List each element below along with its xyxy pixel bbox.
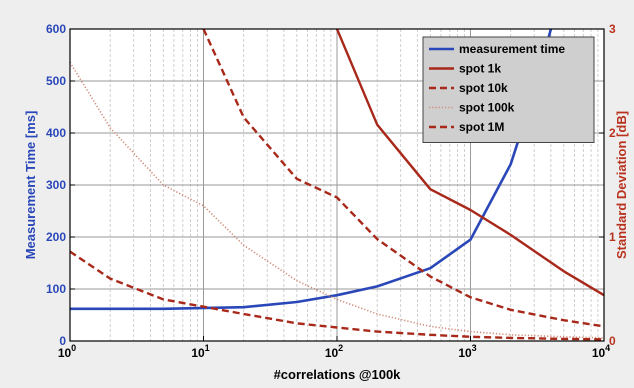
y-left-tick-label: 300 — [46, 178, 66, 192]
grid — [70, 29, 604, 341]
legend-label: spot 1M — [459, 120, 504, 134]
y-left-tick-label: 600 — [46, 22, 66, 36]
x-tick-label: 104 — [592, 343, 610, 360]
x-tick-exponent: 1 — [205, 343, 210, 353]
y-left-tick-label: 500 — [46, 74, 66, 88]
y-right-tick-label: 3 — [609, 22, 616, 36]
legend-label: spot 100k — [459, 101, 515, 115]
x-tick-exponent: 0 — [71, 343, 76, 353]
x-tick-exponent: 2 — [338, 343, 343, 353]
x-tick-exponent: 3 — [472, 343, 477, 353]
x-tick-exponent: 4 — [605, 343, 610, 353]
x-tick-label: 101 — [191, 343, 209, 360]
y-left-tick-label: 100 — [46, 282, 66, 296]
axes: 100 101 102 103 10401002003004005006000123#c… — [23, 22, 629, 382]
series-line-spot-10k — [202, 29, 604, 328]
legend-label: spot 10k — [459, 81, 508, 95]
x-tick-label: 103 — [458, 343, 476, 360]
y-left-tick-label: 0 — [59, 334, 66, 348]
legend-box — [422, 36, 595, 143]
legend-label: spot 1k — [459, 62, 501, 76]
x-tick-label: 102 — [325, 343, 343, 360]
y-right-axis-title: Standard Deviation [dB] — [614, 111, 629, 259]
legend-label: measurement time — [459, 42, 565, 56]
y-right-tick-label: 0 — [609, 334, 616, 348]
y-left-axis-title: Measurement Time [ms] — [23, 111, 38, 260]
legend: measurement time spot 1k spot 10k spot 100k… — [422, 36, 595, 143]
y-right-tick-label: 1 — [609, 230, 616, 244]
y-left-tick-label: 200 — [46, 230, 66, 244]
series-line-spot-1m — [70, 250, 604, 341]
series-line-spot-1k — [335, 29, 604, 297]
y-right-tick-label: 2 — [609, 126, 616, 140]
x-axis-title: #correlations @100k — [274, 367, 402, 382]
y-left-tick-label: 400 — [46, 126, 66, 140]
